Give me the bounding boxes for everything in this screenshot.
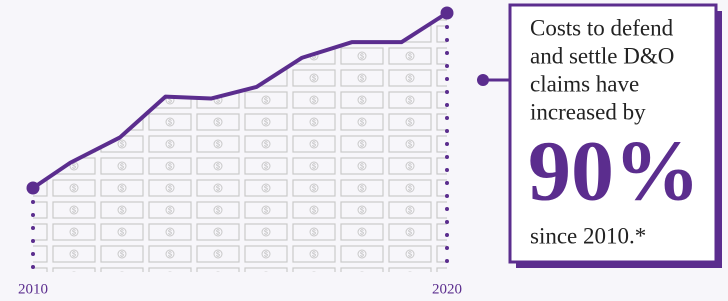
callout-highlight: 90%: [528, 123, 700, 219]
guide-dot: [445, 233, 449, 237]
chart: $ 20102020 Costs to defend and settle D&…: [0, 0, 728, 301]
guide-dot: [445, 142, 449, 146]
callout-text: claims have: [530, 71, 639, 96]
x-tick-label: 2010: [18, 281, 48, 297]
guide-dot: [445, 51, 449, 55]
end-point: [441, 7, 454, 20]
end-point: [27, 182, 40, 195]
guide-dot: [31, 265, 35, 269]
guide-dot: [445, 103, 449, 107]
guide-dot: [31, 213, 35, 217]
guide-dot: [31, 252, 35, 256]
callout-text: increased by: [530, 99, 646, 124]
callout-text: Costs to defend: [530, 15, 674, 40]
guide-dot: [445, 259, 449, 263]
guide-dot: [445, 168, 449, 172]
guide-dot: [445, 77, 449, 81]
guide-dot: [445, 155, 449, 159]
guide-dot: [445, 64, 449, 68]
callout-footer: since 2010.*: [530, 223, 646, 248]
guide-dot: [31, 239, 35, 243]
guide-dot: [31, 200, 35, 204]
guide-dot: [445, 38, 449, 42]
callout-text: and settle D&O: [530, 43, 674, 68]
guide-dot: [445, 220, 449, 224]
x-tick-label: 2020: [432, 281, 462, 297]
guide-dot: [445, 207, 449, 211]
guide-dot: [445, 129, 449, 133]
guide-dot: [445, 90, 449, 94]
guide-dot: [445, 194, 449, 198]
guide-dot: [445, 25, 449, 29]
guide-dot: [445, 246, 449, 250]
guide-dot: [445, 181, 449, 185]
guide-dot: [31, 226, 35, 230]
connector-dot: [477, 74, 489, 86]
guide-dot: [445, 116, 449, 120]
